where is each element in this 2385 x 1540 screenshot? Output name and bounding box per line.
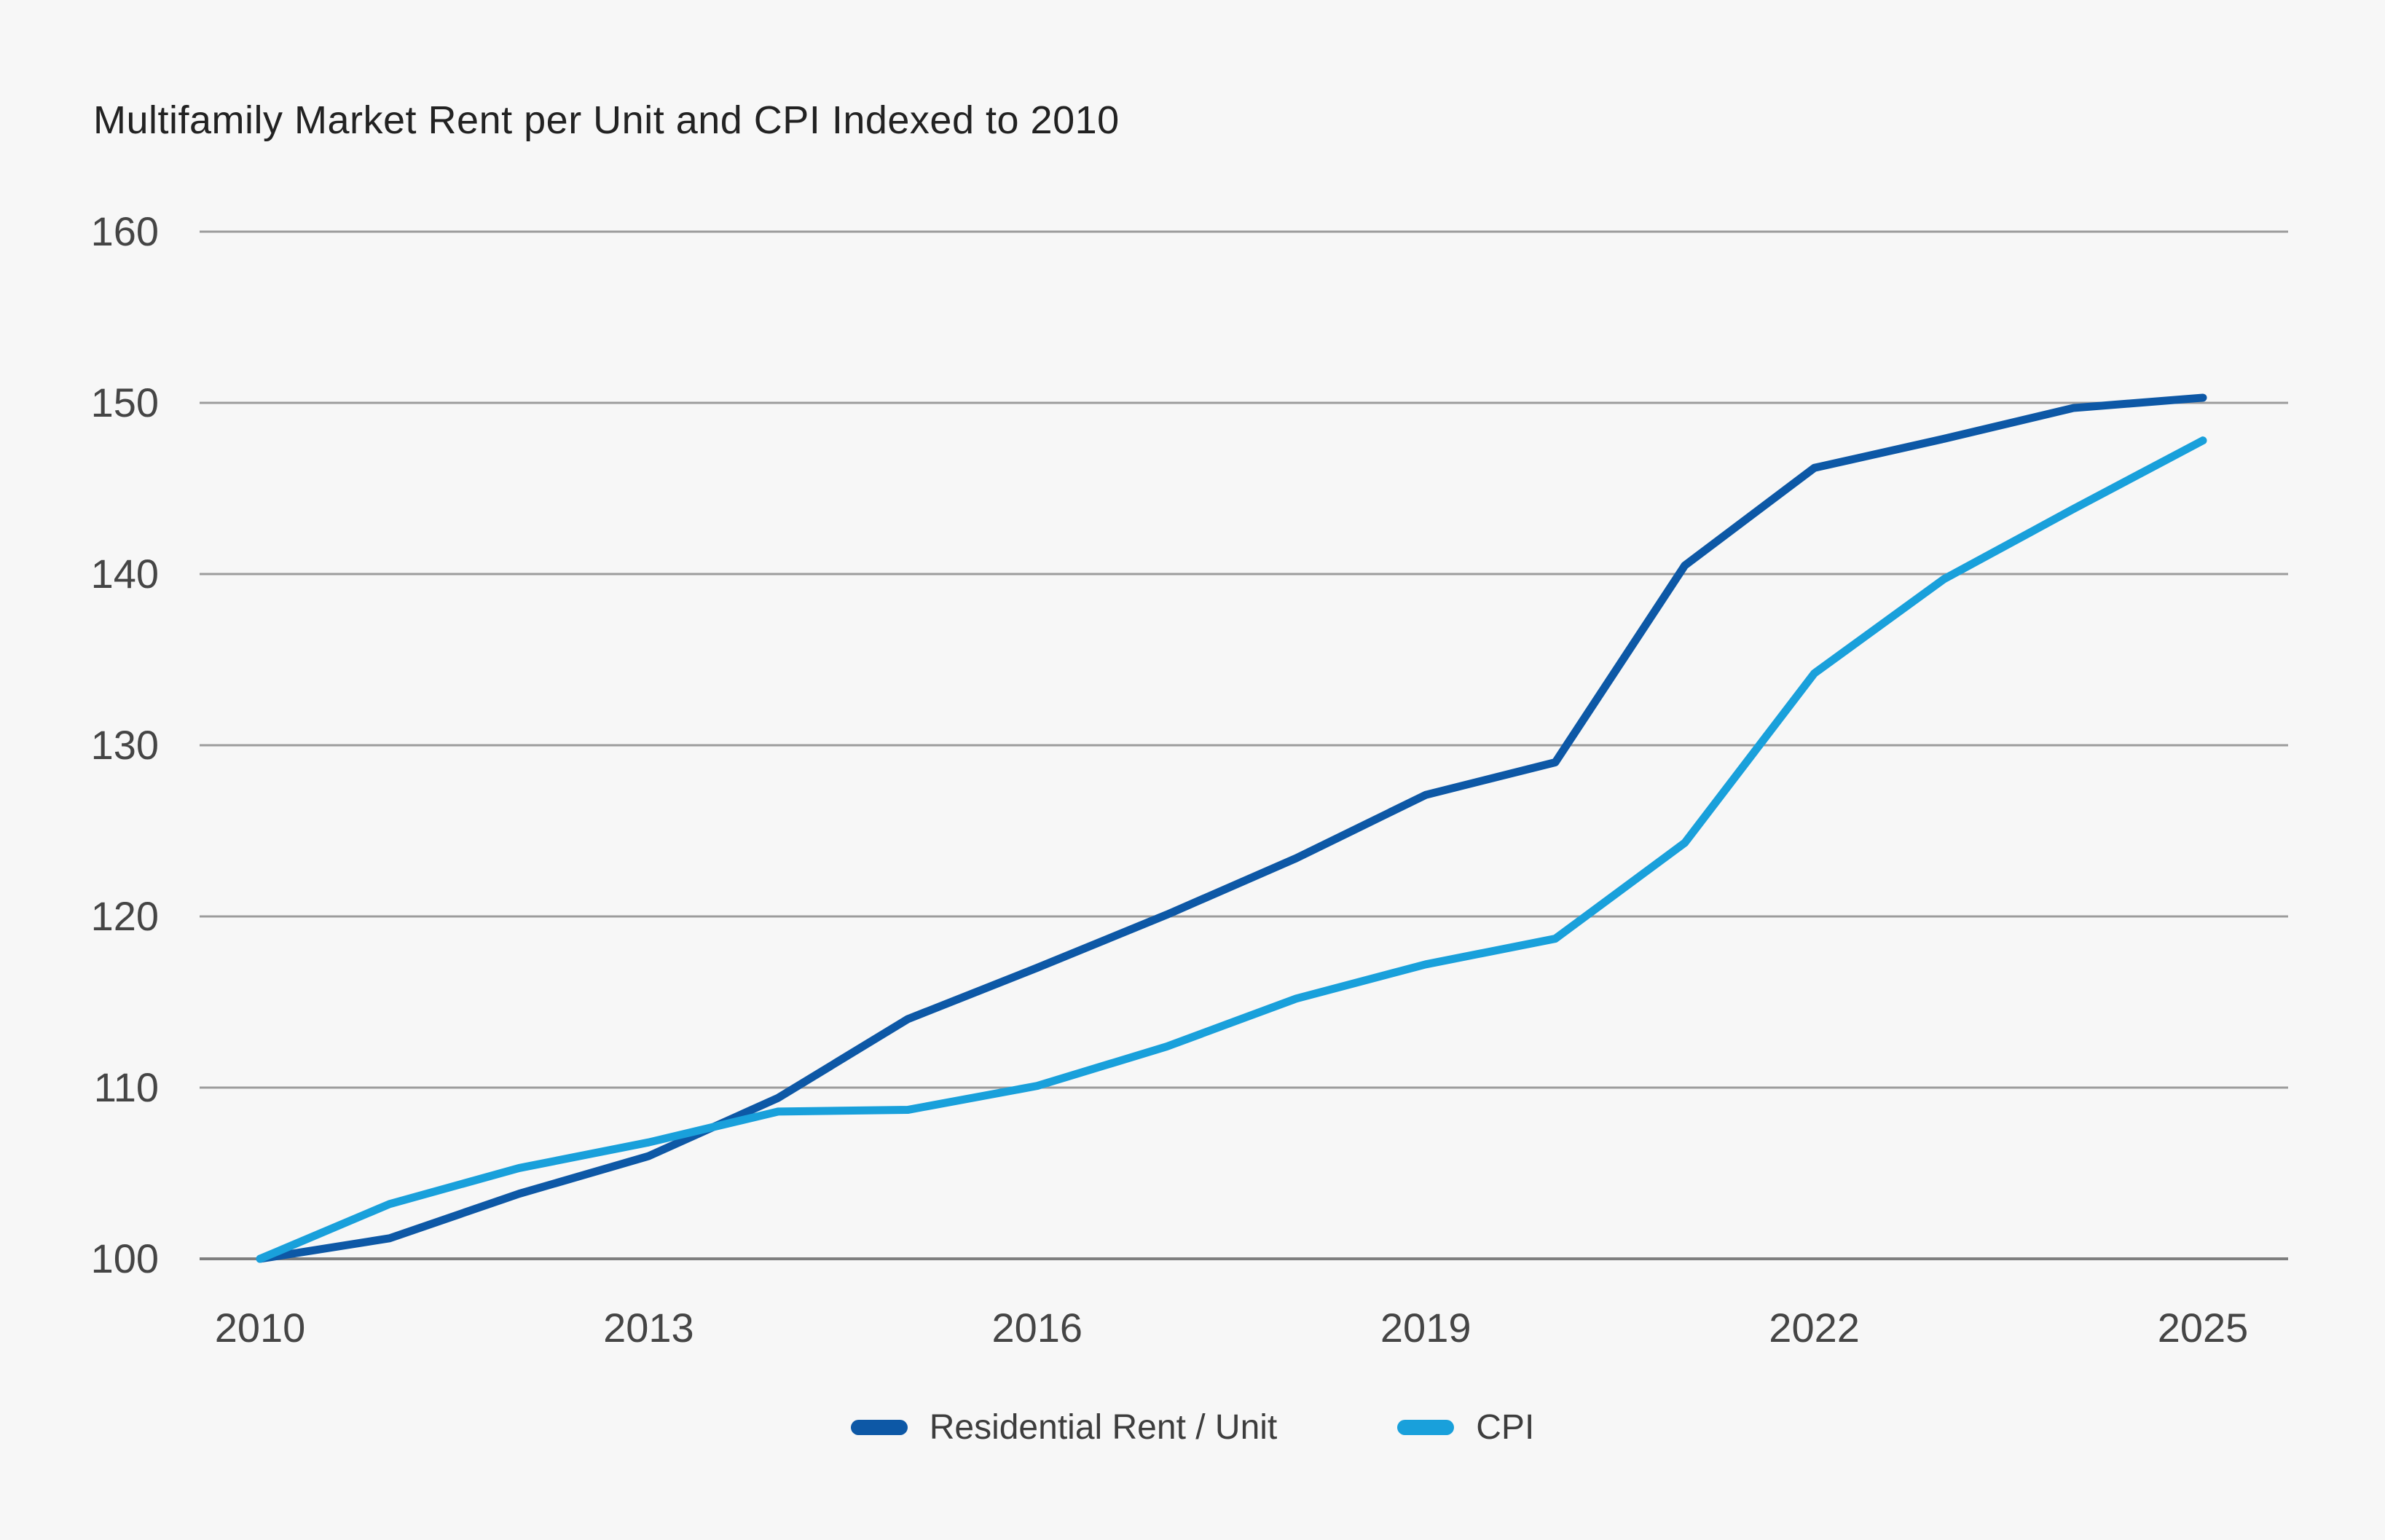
- x-tick-label: 2019: [1380, 1305, 1472, 1351]
- chart-title: Multifamily Market Rent per Unit and CPI…: [93, 98, 1120, 142]
- x-tick-label: 2025: [2158, 1305, 2249, 1351]
- cpi-swatch: [1397, 1420, 1455, 1435]
- x-tick-label: 2010: [215, 1305, 306, 1351]
- series-line-cpi: [256, 436, 2207, 1263]
- cpi-label: CPI: [1476, 1408, 1535, 1447]
- y-tick-label: 160: [91, 208, 159, 254]
- legend-item-residential-rent: Residential Rent / Unit: [850, 1407, 1278, 1447]
- legend-item-cpi: CPI: [1397, 1407, 1534, 1447]
- series-line-residential-rent: [256, 393, 2207, 1263]
- y-tick-label: 130: [91, 722, 159, 768]
- x-tick-label: 2022: [1769, 1305, 1860, 1351]
- y-tick-label: 110: [94, 1064, 159, 1110]
- residential-rent-label: Residential Rent / Unit: [929, 1408, 1278, 1447]
- y-tick-label: 150: [91, 380, 159, 425]
- x-tick-label: 2016: [992, 1305, 1083, 1351]
- y-tick-label: 120: [91, 893, 159, 939]
- residential-rent-swatch: [850, 1420, 908, 1435]
- y-tick-label: 100: [91, 1235, 159, 1281]
- x-tick-label: 2013: [603, 1305, 694, 1351]
- legend: Residential Rent / Unit CPI: [0, 1407, 2385, 1447]
- y-tick-label: 140: [91, 551, 159, 597]
